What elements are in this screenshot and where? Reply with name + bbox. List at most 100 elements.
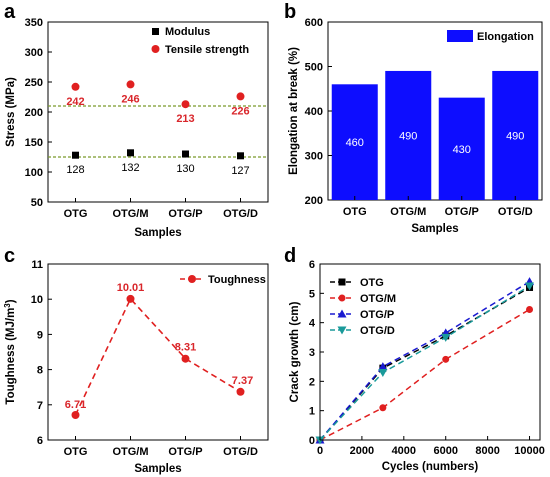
toughness-data-label: 6.71	[65, 399, 86, 411]
toughness-line	[74, 297, 241, 416]
otg-p-line	[319, 280, 530, 441]
legend-label-toughness: Toughness	[208, 274, 266, 286]
panel-c-xtick-label: OTG/M	[112, 446, 148, 458]
panel-c-legend: Toughness	[180, 274, 266, 286]
panel-b-ylabel: Elongation at break (%)	[288, 47, 300, 175]
panel-c-frame	[47, 263, 269, 441]
toughness-point	[126, 294, 135, 303]
panel-b-ytick-label: 600	[305, 17, 323, 29]
panel-c-ytick-label: 6	[37, 435, 43, 447]
panel-d-xtick-label: 0	[317, 445, 323, 457]
legend-label-tensile: Tensile strength	[165, 44, 249, 56]
otg-m-point	[526, 305, 534, 313]
otg-m-point	[379, 404, 387, 412]
panel-a-ytick-label: 100	[25, 167, 43, 179]
panel-d-xtick-label: 4000	[392, 445, 416, 457]
toughness-point	[181, 354, 190, 363]
panel-a-xtick-label: OTG	[64, 208, 88, 220]
panel-a-legend: Modulus Tensile strength	[151, 26, 249, 56]
elongation-bar	[492, 70, 539, 200]
panel-b-xlabel: Samples	[411, 223, 458, 235]
legend-label-otg: OTG	[360, 277, 384, 289]
panel-d-xtick-label: 6000	[433, 445, 457, 457]
toughness-data-label: 10.01	[117, 282, 145, 294]
toughness-point	[71, 411, 80, 420]
legend-label-otg-m: OTG/M	[360, 293, 396, 305]
elongation-bar-label: 430	[453, 144, 471, 156]
elongation-bar	[438, 97, 485, 200]
panel-b-legend: Elongation	[447, 30, 534, 43]
tensile-point	[236, 92, 245, 101]
tensile-data-label: 226	[231, 105, 249, 117]
panel-letter-d: d	[284, 245, 296, 267]
legend-marker-tensile	[151, 45, 160, 53]
panel-b-ytick-label: 500	[305, 62, 323, 74]
panel-d-ytick-label: 1	[309, 406, 315, 418]
panel-c-xlabel: Samples	[134, 463, 181, 475]
elongation-bar	[331, 84, 378, 200]
toughness-data-label: 8.31	[175, 342, 196, 354]
panel-b-xtick-label: OTG/P	[445, 206, 479, 218]
modulus-data-label: 130	[176, 163, 194, 175]
otg-d-point	[525, 282, 535, 291]
panel-b-chart: 460 490 430 490 200 300 400 500 600 OTG OTG/M OTG/…	[288, 17, 543, 235]
modulus-point	[182, 150, 189, 158]
panel-b-xtick-label: OTG/M	[390, 206, 426, 218]
panel-a-xlabel: Samples	[134, 227, 181, 239]
panel-b-xtick-label: OTG	[343, 206, 367, 218]
modulus-data-label: 127	[231, 165, 249, 177]
panel-d-ytick-label: 3	[309, 347, 315, 359]
tensile-data-label: 242	[66, 96, 84, 108]
legend-marker-otg	[338, 278, 346, 286]
legend-label-otg-p: OTG/P	[360, 309, 394, 321]
panel-c-ytick-label: 7	[37, 400, 43, 412]
panel-a-ytick-label: 50	[31, 197, 43, 209]
legend-marker-otg-m	[338, 294, 346, 302]
panel-c-xtick-label: OTG/D	[223, 446, 258, 458]
panel-a-ytick-label: 150	[25, 137, 43, 149]
otg-m-point	[442, 355, 450, 363]
panel-letter-c: c	[4, 245, 15, 267]
tensile-point	[126, 80, 135, 89]
panel-a-xtick-label: OTG/D	[223, 208, 258, 220]
legend-marker-otg-p	[337, 309, 347, 318]
legend-marker-toughness	[188, 275, 196, 283]
panel-c-chart: 6.71 10.01 8.31 7.37 6 7 8 9 10 11 OTG OTG/M OTG/P O…	[3, 259, 269, 475]
toughness-data-label: 7.37	[232, 375, 253, 387]
panel-c-ytick-label: 8	[37, 365, 43, 377]
panel-d-ylabel: Crack growth (cm)	[289, 301, 301, 402]
legend-swatch-elongation	[447, 30, 473, 42]
otg-m-line	[319, 308, 530, 441]
panel-a-xtick-label: OTG/P	[168, 208, 202, 220]
panel-a-ytick-label: 300	[25, 47, 43, 59]
panel-c-ylabel: Toughness (MJ/m3)	[3, 299, 18, 404]
legend-label-modulus: Modulus	[165, 26, 210, 38]
panel-d-ytick-label: 0	[309, 435, 315, 447]
panel-a-ytick-label: 250	[25, 77, 43, 89]
legend-marker-otg-d	[337, 326, 347, 335]
panel-b-ytick-label: 400	[305, 106, 323, 118]
tensile-data-label: 213	[176, 113, 194, 125]
tensile-point	[181, 100, 190, 109]
panel-letter-a: a	[4, 1, 16, 23]
panel-d-legend: OTG OTG/M OTG/P OTG/D	[330, 277, 396, 337]
panel-d-xtick-label: 2000	[350, 445, 374, 457]
panel-d-xlabel: Cycles (numbers)	[382, 461, 479, 473]
modulus-point	[72, 151, 79, 159]
panel-a-ylabel: Stress (MPa)	[5, 77, 17, 147]
panel-c-xtick-label: OTG/P	[168, 446, 202, 458]
panel-a-ytick-label: 200	[25, 107, 43, 119]
panel-a-xtick-label: OTG/M	[112, 208, 148, 220]
otg-d-line	[319, 285, 530, 441]
otg-line	[319, 286, 530, 441]
elongation-bar-label: 460	[346, 137, 364, 149]
panel-d-chart: 0 1 2 3 4 5 6 0 2000 4000 6000 8000 10000 Cycles (nu…	[289, 259, 545, 473]
panel-c-ytick-label: 11	[31, 259, 43, 271]
legend-label-otg-d: OTG/D	[360, 325, 395, 337]
modulus-point	[237, 152, 244, 160]
panel-letter-b: b	[284, 1, 296, 23]
modulus-data-label: 128	[66, 164, 84, 176]
panel-a-chart: 128 132 130 127 242 246 213 226 50 100 150 200 250 3…	[5, 17, 269, 239]
panel-d-frame	[319, 263, 541, 441]
